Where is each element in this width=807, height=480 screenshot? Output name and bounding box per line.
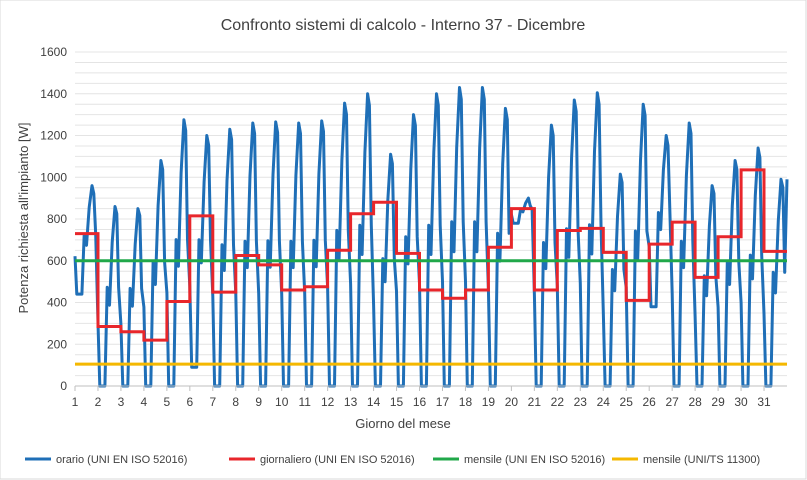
x-tick-label: 12: [321, 395, 335, 409]
x-tick-label: 21: [528, 395, 542, 409]
x-tick-label: 9: [255, 395, 262, 409]
x-tick-label: 16: [413, 395, 427, 409]
y-tick-label: 200: [47, 337, 67, 351]
x-tick-label: 18: [459, 395, 473, 409]
x-tick-label: 8: [232, 395, 239, 409]
x-tick-label: 31: [757, 395, 771, 409]
x-tick-label: 6: [186, 395, 193, 409]
legend: orario (UNI EN ISO 52016) giornaliero (UN…: [25, 454, 760, 466]
x-tick-label: 15: [390, 395, 404, 409]
y-axis-label: Potenza richiesta all'impianto [W]: [16, 122, 31, 313]
x-tick-label: 3: [118, 395, 125, 409]
x-tick-label: 10: [275, 395, 289, 409]
series-line-0: [73, 86, 789, 388]
y-tick-label: 400: [47, 296, 67, 310]
x-tick-label: 28: [688, 395, 702, 409]
x-tick-label: 11: [298, 395, 311, 409]
y-tick-label: 800: [47, 212, 67, 226]
x-tick-label: 1: [72, 395, 79, 409]
legend-label-3: mensile (UNI/TS 11300): [643, 454, 760, 466]
x-tick-label: 27: [665, 395, 679, 409]
y-tick-label: 1400: [40, 87, 67, 101]
y-tick-label: 1200: [40, 129, 67, 143]
x-tick-label: 29: [711, 395, 725, 409]
x-tick-label: 17: [436, 395, 450, 409]
x-tick-label: 7: [209, 395, 216, 409]
x-tick-label: 20: [505, 395, 519, 409]
y-tick-label: 1000: [40, 170, 67, 184]
x-tick-label: 5: [164, 395, 171, 409]
series-line-1: [75, 168, 787, 342]
x-tick-label: 2: [95, 395, 102, 409]
y-tick-label: 600: [47, 254, 67, 268]
series-layer: [73, 86, 789, 388]
x-axis-label: Giorno del mese: [355, 416, 450, 431]
x-tick-label: 25: [620, 395, 634, 409]
chart-title: Confronto sistemi di calcolo - Interno 3…: [221, 17, 586, 34]
x-tick-label: 4: [141, 395, 148, 409]
y-tick-label: 1600: [40, 45, 67, 59]
legend-label-0: orario (UNI EN ISO 52016): [56, 454, 187, 466]
x-tick-label: 13: [344, 395, 358, 409]
x-tick-label: 14: [367, 395, 381, 409]
x-tick-label: 26: [643, 395, 657, 409]
x-tick-label: 19: [482, 395, 496, 409]
legend-label-1: giornaliero (UNI EN ISO 52016): [260, 454, 415, 466]
x-tick-label: 22: [551, 395, 565, 409]
legend-label-2: mensile (UNI EN ISO 52016): [464, 454, 605, 466]
y-tick-label: 0: [60, 379, 67, 393]
x-tick-label: 30: [734, 395, 748, 409]
x-tick-label: 24: [597, 395, 611, 409]
x-tick-label: 23: [574, 395, 588, 409]
